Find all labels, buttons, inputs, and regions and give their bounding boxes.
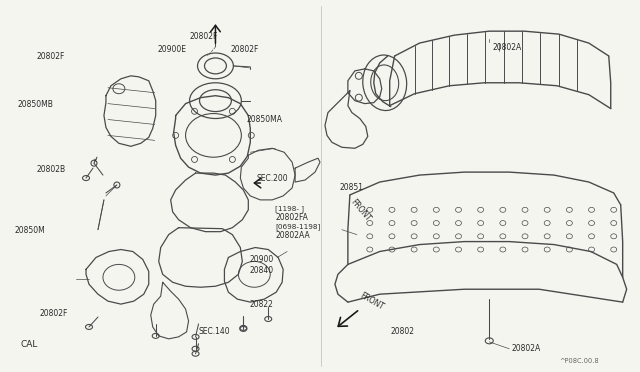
Text: 20850MA: 20850MA [246,115,283,124]
Text: [0698-1198]: [0698-1198] [275,223,321,230]
Text: [1198- ]: [1198- ] [275,205,305,212]
Text: 20802A: 20802A [492,43,522,52]
Text: 20900E: 20900E [157,45,186,54]
Text: 20850MB: 20850MB [17,100,53,109]
Text: 20802A: 20802A [511,344,540,353]
Text: 20850M: 20850M [14,226,45,235]
Text: 20900: 20900 [250,255,274,264]
Text: 20840: 20840 [250,266,274,275]
Text: 20851: 20851 [339,183,363,192]
Text: 20802B: 20802B [36,165,65,174]
Text: FRONT: FRONT [349,197,372,223]
Text: 20802AA: 20802AA [275,231,310,240]
Text: 20802F: 20802F [40,309,68,318]
Text: SEC.140: SEC.140 [199,327,230,336]
Text: CAL: CAL [20,340,38,349]
Text: FRONT: FRONT [358,291,385,311]
Text: 20802F: 20802F [231,45,259,54]
Text: 20802F: 20802F [189,32,218,41]
Text: SEC.200: SEC.200 [256,174,288,183]
Text: 20802: 20802 [390,327,414,336]
Text: 20802F: 20802F [36,52,65,61]
Text: ×: × [92,158,97,163]
Text: ^P08C.00.8: ^P08C.00.8 [559,358,598,364]
Text: 20822: 20822 [250,300,274,309]
Text: 20802FA: 20802FA [275,213,308,222]
